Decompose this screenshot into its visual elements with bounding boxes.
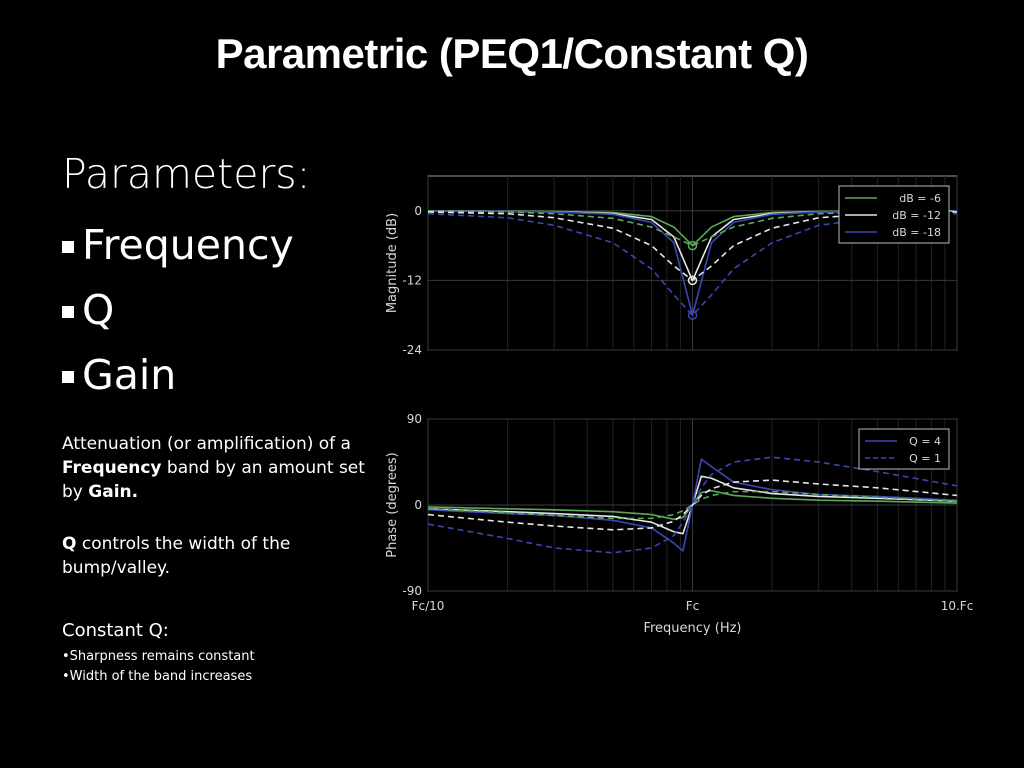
parameter-item: Gain (62, 342, 294, 407)
parameters-heading: Parameters: (62, 150, 311, 198)
square-bullet-icon (62, 240, 74, 253)
parameter-item: Q (62, 277, 294, 342)
parameters-list: Frequency Q Gain (62, 212, 294, 407)
phase-chart: 90 0 -90 Phase (degrees) Fc/10 Fc 10.Fc Frequen… (385, 412, 973, 636)
description: Attenuation (or amplification) of a Freq… (62, 432, 382, 608)
y-tick-label: 90 (407, 412, 422, 426)
desc-bold-q: Q (62, 534, 77, 554)
y-tick-label: -90 (402, 584, 422, 598)
x-tick-label: Fc/10 (412, 599, 445, 613)
y-tick-label: 0 (414, 204, 422, 218)
legend-label: dB = -6 (899, 192, 941, 205)
parameter-label: Gain (82, 350, 177, 399)
y-tick-label: 0 (414, 498, 422, 512)
x-tick-label: 10.Fc (941, 599, 974, 613)
y-axis-label: Phase (degrees) (385, 452, 400, 557)
legend-label: dB = -18 (892, 226, 941, 239)
gain-marker (687, 275, 698, 286)
desc-text: Attenuation (or amplification) of a (62, 434, 351, 454)
legend-label: dB = -12 (892, 209, 941, 222)
gain-marker (687, 240, 698, 251)
desc-text: controls the width of the bump/valley. (62, 534, 291, 578)
legend: Q = 4 Q = 1 (858, 428, 950, 470)
parameter-item: Frequency (62, 212, 294, 277)
y-axis-label: Magnitude (dB) (385, 213, 400, 313)
gain-marker (687, 310, 698, 320)
square-bullet-icon (62, 305, 74, 318)
square-bullet-icon (62, 370, 74, 383)
slide-title: Parametric (PEQ1/Constant Q) (215, 30, 809, 77)
legend-label: Q = 4 (909, 435, 941, 448)
y-tick-label: -24 (402, 343, 422, 357)
legend: dB = -6 dB = -12 dB = -18 (838, 185, 950, 244)
series-line (427, 212, 958, 317)
parameter-label: Frequency (82, 220, 294, 269)
series-line (427, 479, 958, 531)
legend-box (858, 428, 950, 470)
constant-q-section: Constant Q: •Sharpness remains constant … (62, 620, 255, 687)
description-paragraph-1: Attenuation (or amplification) of a Freq… (62, 432, 382, 504)
series-line (427, 211, 958, 282)
parameter-label: Q (82, 285, 115, 334)
desc-bold-gain: Gain. (88, 482, 139, 502)
x-tick-label: Fc (686, 599, 700, 613)
constant-q-heading: Constant Q: (62, 620, 169, 641)
description-paragraph-2: Q controls the width of the bump/valley. (62, 532, 382, 580)
series-line (427, 210, 958, 317)
constant-q-item: •Sharpness remains constant (62, 649, 255, 664)
series-line (427, 210, 958, 247)
desc-text: band by an amount set by (62, 458, 365, 502)
legend-label: Q = 1 (909, 452, 941, 465)
y-tick-label: -12 (402, 273, 422, 287)
constant-q-item: •Width of the band increases (62, 669, 253, 684)
series-line (427, 490, 958, 520)
desc-bold-frequency: Frequency (62, 458, 162, 478)
x-axis-label: Frequency (Hz) (643, 621, 741, 636)
